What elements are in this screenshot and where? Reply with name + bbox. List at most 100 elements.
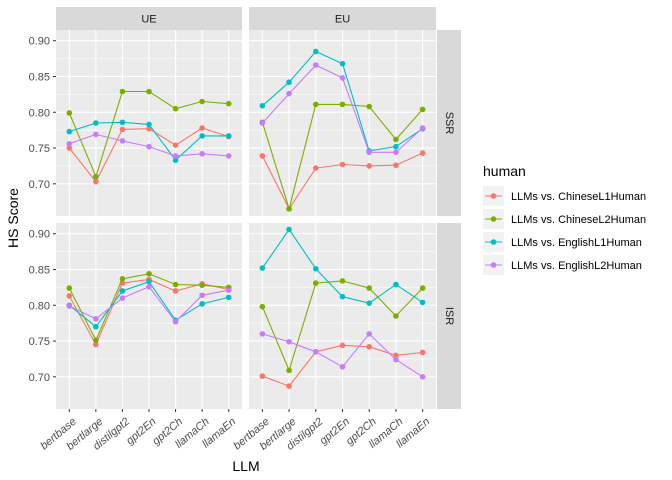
data-point (93, 323, 99, 330)
data-point (199, 150, 205, 157)
legend-item: LLMs vs. ChineseL1Human (483, 186, 646, 206)
panel-eu-isr (249, 223, 436, 409)
y-tick-label: 0.80 (29, 107, 50, 119)
data-point (312, 165, 319, 171)
data-point (393, 313, 399, 319)
y-tick-label: 0.85 (29, 265, 50, 277)
data-point (146, 121, 152, 128)
data-point (419, 285, 426, 291)
data-point (93, 173, 99, 180)
data-point (339, 161, 346, 168)
data-point (93, 341, 99, 348)
data-point (172, 105, 179, 112)
data-point (366, 149, 373, 156)
data-point (66, 128, 73, 135)
data-point (259, 331, 266, 337)
y-axis-title: HS Score (5, 188, 21, 248)
data-point (172, 157, 179, 163)
data-point (286, 90, 292, 97)
data-point (146, 270, 152, 277)
data-point (93, 178, 99, 185)
legend-key-point (490, 193, 497, 199)
legend-item: LLMs vs. ChineseL2Human (483, 209, 646, 229)
legend-label: LLMs vs. ChineseL1Human (511, 191, 646, 203)
data-point (312, 280, 319, 286)
facet-strip-label: EU (335, 14, 350, 26)
legend-key-point (490, 262, 497, 268)
data-point (66, 303, 73, 309)
y-tick-label: 0.75 (29, 143, 50, 155)
data-point (312, 348, 319, 355)
data-point (419, 299, 426, 306)
data-point (312, 62, 319, 68)
facet-strip-label: UE (141, 14, 156, 26)
data-point (393, 143, 399, 150)
data-point (225, 287, 232, 294)
y-tick-label: 0.90 (29, 36, 50, 48)
data-point (119, 119, 126, 126)
data-point (339, 342, 346, 349)
data-point (172, 288, 179, 294)
data-point (259, 103, 266, 109)
data-point (259, 120, 266, 126)
legend-item: LLMs vs. EnglishL1Human (483, 232, 642, 252)
data-point (339, 60, 346, 67)
y-tick-label: 0.85 (29, 72, 50, 84)
data-point (119, 288, 126, 294)
data-point (146, 125, 152, 132)
data-point (93, 131, 99, 138)
data-point (393, 149, 399, 156)
data-point (172, 281, 179, 288)
y-tick-label: 0.70 (29, 179, 50, 191)
data-point (339, 75, 346, 81)
data-point (339, 101, 346, 108)
data-point (172, 142, 179, 148)
data-point (366, 331, 373, 337)
data-point (66, 145, 73, 151)
data-point (259, 153, 266, 159)
facet-strip-ue (56, 7, 242, 30)
data-point (393, 281, 399, 288)
data-point (225, 294, 232, 301)
data-point (225, 133, 232, 139)
data-point (66, 110, 73, 116)
facet-strip-isr (437, 223, 461, 409)
data-point (286, 226, 292, 233)
legend: human LLMs vs. ChineseL1Human LLMs vs. Chi… (483, 163, 646, 275)
data-point (199, 133, 205, 139)
data-point (339, 363, 346, 370)
data-point (419, 125, 426, 131)
x-axis-title: LLM (232, 458, 259, 474)
data-point (259, 303, 266, 310)
facet-strip-eu (249, 7, 436, 30)
data-point (199, 282, 205, 289)
data-point (199, 292, 205, 299)
data-point (119, 295, 126, 301)
data-point (419, 349, 426, 356)
data-point (93, 120, 99, 126)
y-tick-label: 0.90 (29, 229, 50, 241)
data-point (225, 153, 232, 159)
data-point (146, 88, 152, 95)
data-point (66, 293, 73, 299)
data-point (199, 125, 205, 131)
legend-label: LLMs vs. EnglishL1Human (511, 237, 642, 249)
data-point (339, 278, 346, 284)
data-point (259, 265, 266, 271)
legend-label: LLMs vs. ChineseL2Human (511, 214, 646, 226)
data-point (119, 138, 126, 144)
data-point (419, 374, 426, 380)
legend-key-point (490, 239, 497, 245)
data-point (286, 338, 292, 345)
legend-title: human (483, 163, 526, 179)
data-point (199, 98, 205, 105)
facet-strip-label: ISR (443, 307, 455, 325)
facet-strip-ssr (437, 30, 461, 216)
y-tick-label: 0.80 (29, 300, 50, 312)
data-point (146, 278, 152, 285)
data-point (146, 143, 152, 150)
data-point (366, 163, 373, 169)
legend-key-point (490, 216, 497, 222)
data-point (172, 153, 179, 159)
